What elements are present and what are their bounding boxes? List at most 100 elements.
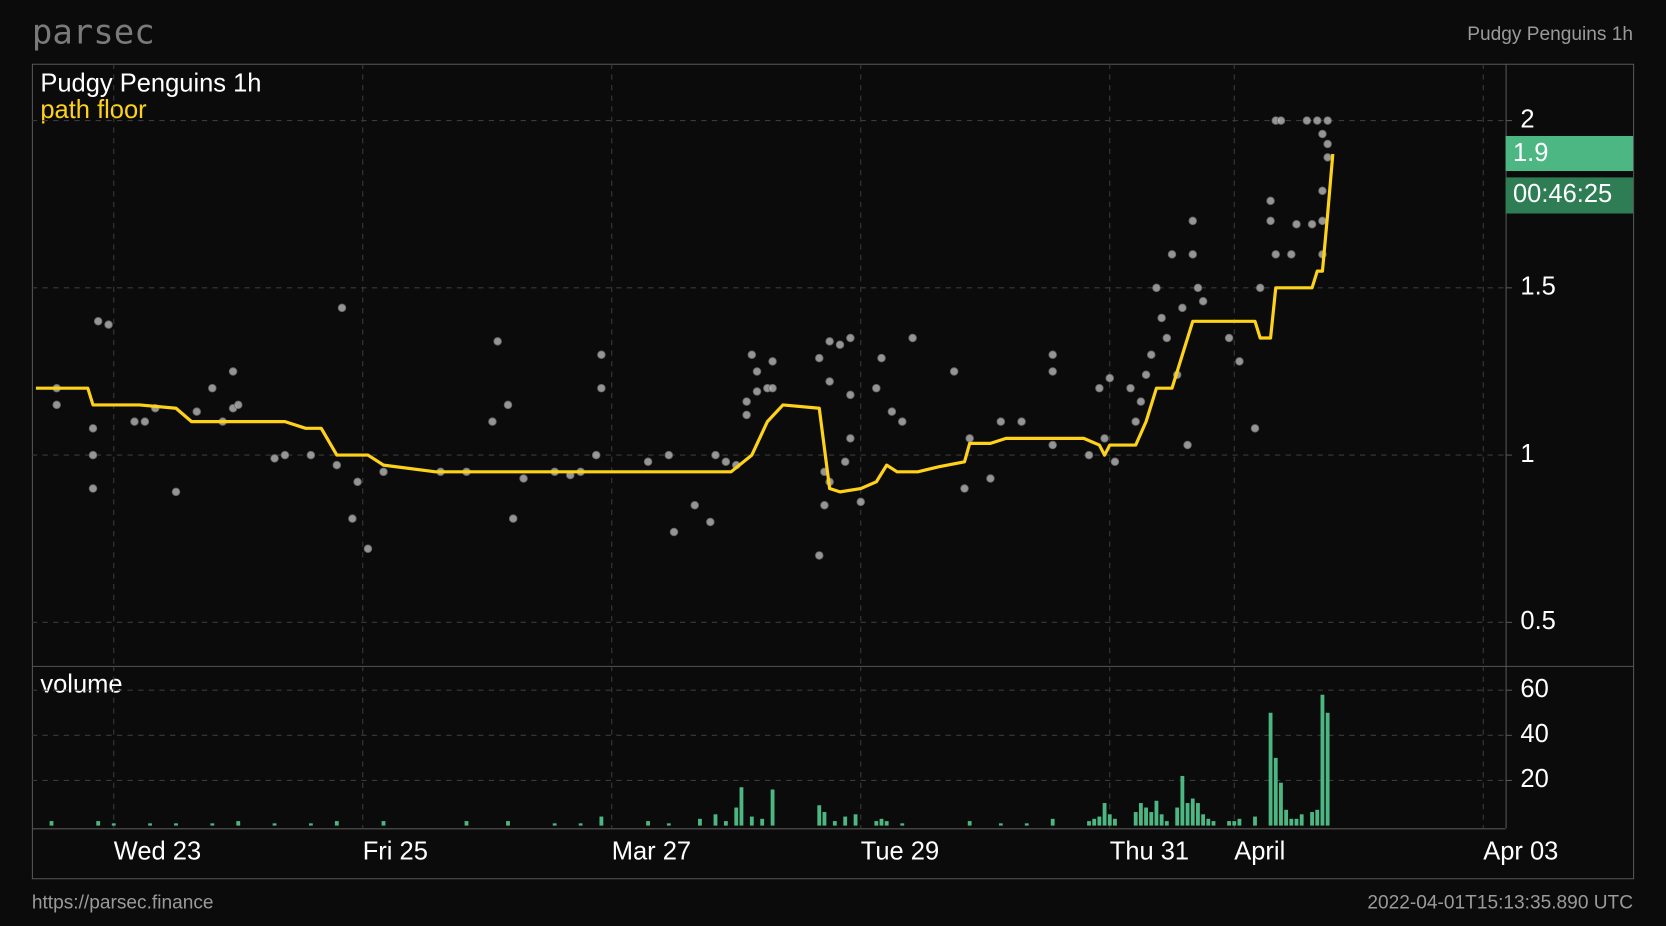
volume-bar [998,823,1003,826]
sale-point [104,320,113,329]
sale-point [1095,383,1104,393]
footer-timestamp: 2022-04-01T15:13:35.890 UTC [1367,893,1633,914]
sale-point [908,333,917,343]
footer-url[interactable]: https://parsec.finance [32,893,214,914]
sale-point [846,333,855,343]
brand: parsec [32,12,155,52]
sale-point [234,400,243,410]
volume-bar [334,821,339,826]
legend-entry: path floor [40,96,147,124]
sale-point [877,353,886,363]
volume-bar [1315,809,1320,826]
sale-point [208,383,217,393]
volume-bar [272,823,277,826]
volume-bar [111,823,116,826]
sale-point [1110,457,1120,467]
sale-point [52,400,61,410]
volume-bar [1113,818,1117,826]
volume-bar [739,787,744,826]
sale-point [1131,417,1140,426]
volume-bar [1268,712,1273,826]
sale-point [1152,283,1161,293]
sale-point [1178,303,1187,313]
y-tick-label: 20 [1520,765,1548,793]
sale-point [1017,417,1026,426]
sale-point [752,387,762,396]
sale-point [488,417,497,426]
volume-bar [723,821,728,826]
volume-bar [1310,812,1314,826]
sale-point [742,410,751,420]
x-tick-label: Tue 29 [861,837,939,865]
sale-point [1323,153,1332,162]
volume-bar [698,818,702,826]
sale-point [1266,216,1275,226]
volume-bar [1138,803,1143,826]
sale-point [1183,440,1192,450]
sale-point [1136,397,1146,406]
sale-point [1292,220,1301,229]
volume-bar [879,818,884,826]
volume-bar [843,816,848,826]
x-tick-label: April [1234,837,1285,865]
volume-bar [1180,775,1185,826]
sale-point [815,551,824,560]
volume-bar [1190,798,1195,826]
volume-bar [49,821,54,826]
sale-point [1105,373,1115,383]
volume-bar [1325,712,1330,826]
sale-point [825,337,834,346]
sale-point [742,397,751,406]
sale-point [1167,250,1177,259]
sale-point [1147,350,1156,359]
volume-bar [599,816,604,826]
sale-point [1100,434,1109,443]
volume-bar [1159,814,1164,826]
sale-point [986,474,995,483]
sale-point [835,340,845,349]
volume-bar [832,821,837,826]
sale-point [332,460,342,470]
countdown-label: 00:46:25 [1513,180,1612,208]
y-tick-label: 1.5 [1520,273,1555,301]
y-tick-label: 0.5 [1520,607,1555,635]
sale-point [1141,370,1151,380]
x-tick-label: Wed 23 [114,837,201,865]
volume-bar [646,821,650,826]
volume-bar [148,823,152,826]
sale-point [669,527,679,537]
volume-bar [1107,814,1112,826]
sale-point [1271,250,1281,259]
volume-bar [1232,821,1237,826]
sale-point [1302,116,1312,125]
sale-point [1250,424,1260,433]
volume-bar [1237,818,1242,826]
sale-point [752,367,762,376]
volume-bar [1154,800,1159,826]
sale-point [768,357,777,366]
sale-point [898,417,907,426]
sale-point [1307,220,1317,229]
y-tick-label: 40 [1520,720,1548,748]
sale-point [270,454,279,463]
sale-point [960,484,969,493]
volume-bar [884,821,889,826]
sale-point [1318,216,1327,226]
sale-point [949,367,959,376]
volume-bar [734,807,739,826]
sale-point [93,317,103,326]
y-tick-label: 2 [1520,105,1534,133]
floor-line [35,153,1335,494]
sale-point [1048,367,1057,376]
volume-bar [1144,807,1148,826]
volume-bar [506,821,510,826]
sale-point [664,450,674,460]
sale-point [846,434,855,443]
volume-bar [1289,818,1294,826]
volume-bar [967,821,972,826]
volume-bar [1211,821,1216,826]
chart-title: Pudgy Penguins 1h [40,70,261,98]
volume-bar [1320,694,1325,826]
